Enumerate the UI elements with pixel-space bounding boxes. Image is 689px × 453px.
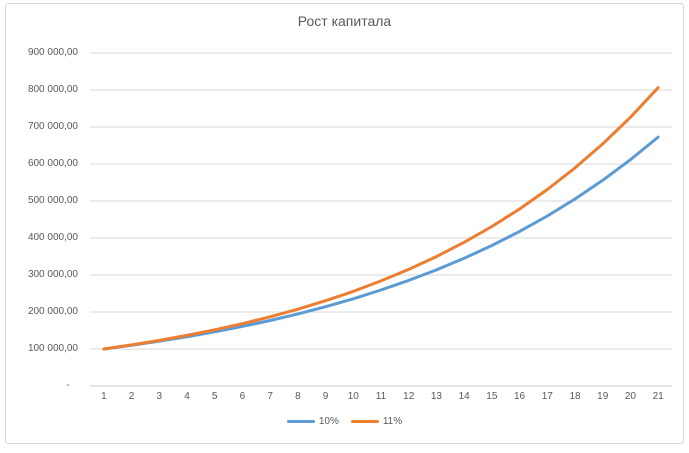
x-axis-label: 14 <box>458 391 470 402</box>
y-axis-label: 900 000,00 <box>27 47 78 58</box>
x-axis-label: 17 <box>541 391 553 402</box>
x-axis-label: 21 <box>652 391 664 402</box>
legend-line-sample <box>350 419 379 423</box>
chart-title: Рост капитала <box>297 13 392 29</box>
x-axis-label: 19 <box>597 391 609 402</box>
y-axis-label: 400 000,00 <box>27 232 78 243</box>
x-axis-label: 13 <box>430 391 442 402</box>
y-axis-label: 500 000,00 <box>27 195 78 206</box>
y-axis-label: 800 000,00 <box>27 84 78 95</box>
x-axis-label: 16 <box>514 391 526 402</box>
series-line-11pct <box>102 86 660 351</box>
x-axis-label: 2 <box>128 391 135 402</box>
x-axis-label: 10 <box>347 391 359 402</box>
series-line-10pct <box>102 135 660 351</box>
legend-item-10pct: 10% <box>286 415 339 427</box>
chart-frame <box>5 3 684 444</box>
legend: 10% 11% <box>0 413 689 429</box>
y-axis-label: 200 000,00 <box>27 306 78 317</box>
x-axis-label: 11 <box>375 391 387 402</box>
x-axis-label: 4 <box>184 391 190 402</box>
x-axis-label: 15 <box>486 391 498 402</box>
x-axis-label: 7 <box>267 391 273 402</box>
legend-label: 11% <box>382 415 403 427</box>
x-axis-label: 8 <box>295 391 301 402</box>
x-axis-label: 3 <box>156 391 163 402</box>
x-axis-label: 9 <box>322 391 329 402</box>
legend-item-11pct: 11% <box>350 415 403 427</box>
y-axis-label: - <box>66 380 78 391</box>
x-axis-label: 1 <box>101 391 107 402</box>
x-axis-label: 12 <box>403 391 415 402</box>
y-axis-label: 300 000,00 <box>27 269 78 280</box>
y-axis-label: 600 000,00 <box>27 158 78 169</box>
x-axis-label: 18 <box>569 391 581 402</box>
y-axis-label: 100 000,00 <box>27 343 78 354</box>
legend-label: 10% <box>318 415 339 427</box>
legend-line-sample <box>286 419 315 423</box>
x-axis-label: 6 <box>239 391 246 402</box>
x-axis-label: 20 <box>624 391 636 402</box>
x-axis-label: 5 <box>211 391 218 402</box>
y-axis-label: 700 000,00 <box>27 121 78 132</box>
